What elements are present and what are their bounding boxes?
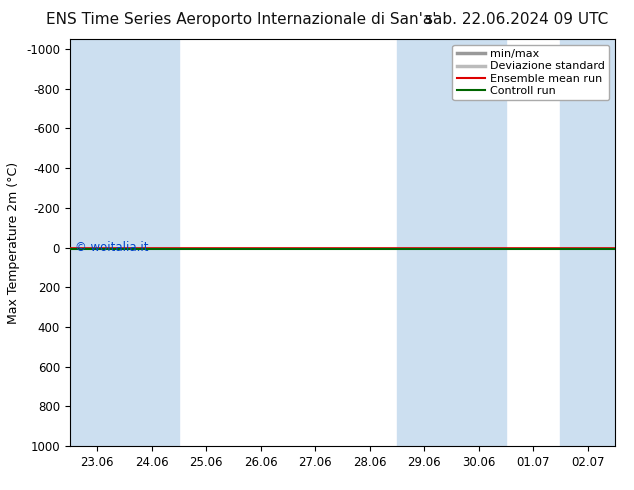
Bar — [451, 39, 506, 446]
Bar — [397, 39, 451, 446]
Text: © woitalia.it: © woitalia.it — [75, 242, 149, 254]
Bar — [560, 39, 615, 446]
Legend: min/max, Deviazione standard, Ensemble mean run, Controll run: min/max, Deviazione standard, Ensemble m… — [452, 45, 609, 100]
Bar — [124, 39, 179, 446]
Text: sab. 22.06.2024 09 UTC: sab. 22.06.2024 09 UTC — [425, 12, 609, 27]
Y-axis label: Max Temperature 2m (°C): Max Temperature 2m (°C) — [8, 162, 20, 323]
Bar — [70, 39, 124, 446]
Text: ENS Time Series Aeroporto Internazionale di San'a': ENS Time Series Aeroporto Internazionale… — [46, 12, 436, 27]
